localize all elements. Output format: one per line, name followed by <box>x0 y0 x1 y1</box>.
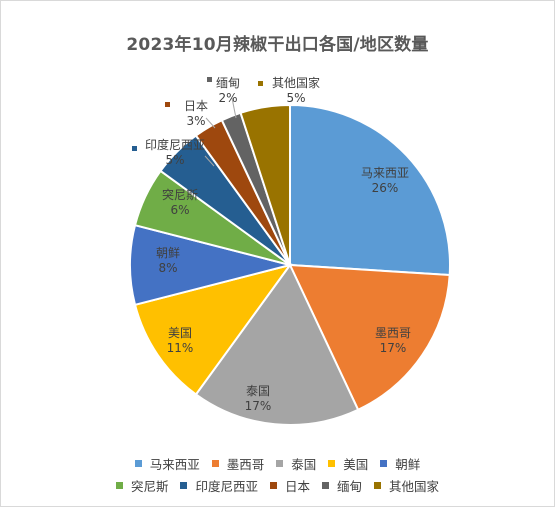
pie-slice-10 <box>239 103 291 266</box>
data-label-9: 缅甸 2% <box>216 76 240 105</box>
legend-swatch-2 <box>211 459 219 467</box>
data-label-1: 马来西亚 26% <box>361 166 409 195</box>
legend-swatch-3 <box>276 459 284 467</box>
data-labels: 马来西亚 26% 墨西哥 17% 泰国 17% 美国 11% 朝鲜 8% 突尼斯 6% 印度尼西亚 5% 日… <box>132 75 411 413</box>
legend-item-4: 美国 <box>328 454 368 473</box>
pie-slices <box>129 103 451 426</box>
data-label-2: 墨西哥 17% <box>375 326 411 355</box>
data-label-3: 泰国 17% <box>245 384 272 413</box>
data-label-10: 其他国家 5% <box>272 75 320 105</box>
legend-label-4: 美国 <box>343 456 369 472</box>
legend: 马来西亚 墨西哥 泰国 美国 朝鲜 突尼斯 印度尼西亚 日本 缅甸 其他国家 <box>0 452 555 496</box>
data-label-5: 朝鲜 8% <box>156 246 180 275</box>
legend-label-5: 朝鲜 <box>395 456 421 472</box>
data-label-marker-10 <box>258 81 263 86</box>
legend-item-3: 泰国 <box>276 454 316 473</box>
legend-label-8: 日本 <box>284 478 310 494</box>
legend-label-9: 缅甸 <box>337 478 363 494</box>
leader-line-9 <box>231 97 237 119</box>
legend-label-7: 印度尼西亚 <box>195 478 258 494</box>
legend-item-10: 其他国家 <box>374 476 439 495</box>
leader-line-8 <box>205 117 216 129</box>
legend-label-6: 突尼斯 <box>130 478 169 494</box>
legend-item-1: 马来西亚 <box>134 454 200 473</box>
legend-label-1: 马来西亚 <box>149 456 200 472</box>
data-label-8: 日本 3% <box>184 99 208 128</box>
legend-swatch-8 <box>269 481 277 489</box>
legend-swatch-5 <box>380 459 388 467</box>
legend-swatch-4 <box>328 459 336 467</box>
legend-label-10: 其他国家 <box>389 478 440 494</box>
leader-lines <box>204 97 237 167</box>
leader-line-7 <box>204 155 215 167</box>
legend-row: 突尼斯 印度尼西亚 日本 缅甸 其他国家 <box>0 474 555 496</box>
pie-slice-3 <box>194 263 360 426</box>
pie-slice-1 <box>289 103 451 277</box>
data-label-4: 美国 11% <box>167 326 194 355</box>
legend-item-9: 缅甸 <box>322 476 362 495</box>
chart-title: 2023年10月辣椒干出口各国/地区数量 <box>126 35 429 55</box>
legend-item-5: 朝鲜 <box>380 454 420 473</box>
legend-item-7: 印度尼西亚 <box>180 476 258 495</box>
legend-row: 马来西亚 墨西哥 泰国 美国 朝鲜 <box>0 452 555 474</box>
legend-label-3: 泰国 <box>291 456 317 472</box>
legend-swatch-9 <box>322 481 329 489</box>
legend-swatch-1 <box>134 459 142 467</box>
pie-slice-2 <box>288 263 451 412</box>
legend-item-6: 突尼斯 <box>115 476 169 495</box>
legend-item-8: 日本 <box>269 476 310 495</box>
data-label-6: 突尼斯 6% <box>162 187 198 217</box>
data-label-marker-8 <box>165 102 170 107</box>
data-label-marker-9 <box>207 77 212 82</box>
data-label-7: 印度尼西亚 5% <box>145 137 205 167</box>
legend-item-2: 墨西哥 <box>211 454 265 473</box>
pie-slice-4 <box>133 263 293 396</box>
legend-swatch-7 <box>180 481 188 489</box>
data-label-marker-7 <box>132 146 137 151</box>
legend-swatch-6 <box>115 481 123 489</box>
legend-swatch-10 <box>374 481 382 489</box>
legend-label-2: 墨西哥 <box>226 456 265 472</box>
